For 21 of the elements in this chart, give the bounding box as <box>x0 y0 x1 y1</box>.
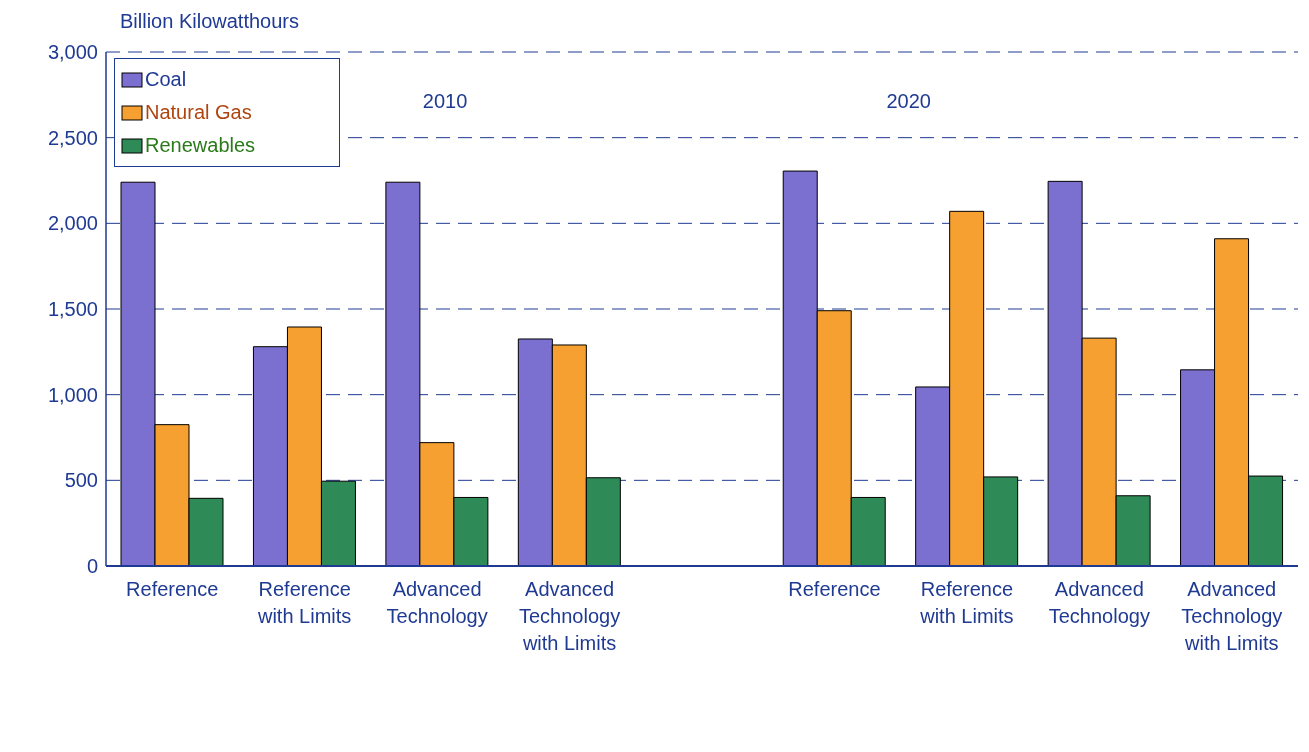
y-tick-label: 2,000 <box>47 212 98 235</box>
legend-label: Coal <box>145 67 187 92</box>
y-tick-label: 3,000 <box>47 41 98 64</box>
y-tick-label: 500 <box>64 469 98 492</box>
x-tick-label: Reference <box>788 578 881 600</box>
x-tick-label: Advanced Technology <box>386 578 488 627</box>
x-tick-label: Advanced Technology with Limits <box>1181 578 1283 654</box>
x-tick-label: Advanced Technology <box>1048 578 1150 627</box>
y-tick-label: 2,500 <box>47 126 98 149</box>
y-axis-title: Billion Kilowatthours <box>120 10 299 33</box>
x-tick-label: Reference <box>126 578 219 600</box>
y-tick-label: 1,500 <box>47 298 98 321</box>
y-tick-label: 1,000 <box>47 383 98 406</box>
y-tick-label: 0 <box>86 555 98 578</box>
x-tick-label: Reference with Limits <box>256 578 352 627</box>
x-tick-label: Reference with Limits <box>919 578 1014 627</box>
annotation: 2020 <box>885 90 932 113</box>
annotation: 2010 <box>421 90 469 113</box>
x-tick-label: Advanced Technology with Limits <box>518 578 621 654</box>
legend-label: Natural Gas <box>145 100 252 125</box>
legend-label: Renewables <box>145 133 256 158</box>
